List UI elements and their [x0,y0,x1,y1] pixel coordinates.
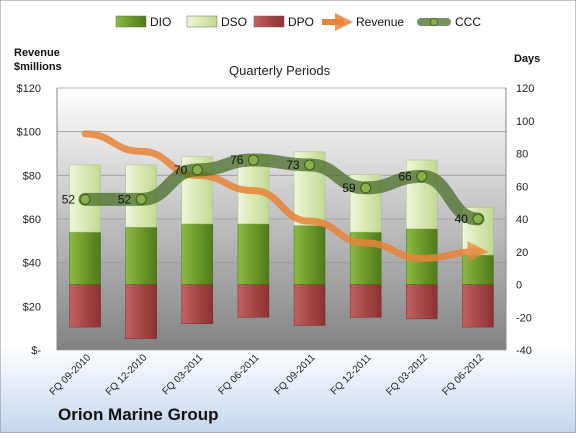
dpo-bar [293,284,326,326]
right-tick-label: 120 [516,83,534,95]
right-tick-label: -20 [516,312,532,324]
dpo-bar [406,284,438,320]
ccc-data-label: 70 [174,163,188,177]
left-tick-label: $60 [23,214,41,226]
legend-label-revenue: Revenue [356,15,404,29]
legend-label-ccc: CCC [455,15,481,29]
left-tick-label: $120 [17,83,41,95]
dio-bar [125,226,157,285]
ccc-data-label: 73 [286,158,300,172]
ccc-point [135,193,147,205]
revenue-line [81,130,489,263]
left-tick-label: $20 [23,301,41,313]
legend-swatch-dso [186,15,218,28]
ccc-point [472,213,484,225]
legend: DIO DSO DPO Revenue CCC [115,13,481,31]
left-tick-label: $80 [23,170,41,182]
ccc-point [360,182,372,194]
right-tick-label: -40 [516,345,532,357]
ccc-point [304,159,316,171]
dio-bar [69,231,101,285]
legend-marker-ccc [430,18,438,26]
left-axis-label-line1: Revenue [14,47,60,59]
dpo-bar [181,284,214,325]
dpo-bar [462,284,494,328]
ccc-data-label: 52 [62,192,76,206]
ccc-series: 52 52 70 76 73 59 66 40 [62,153,485,226]
legend-label-dio: DIO [150,15,171,29]
legend-label-dpo: DPO [288,15,314,29]
dio-bar [293,225,326,285]
revenue-series [81,130,489,263]
chart-title: Quarterly Periods [229,63,331,78]
ccc-data-label: 66 [398,169,412,183]
left-tick-label: $- [31,345,41,357]
ccc-point [79,193,91,205]
dpo-bar [237,284,270,318]
ccc-point [247,154,259,166]
legend-swatch-dio [115,15,147,28]
dpo-bar [125,284,157,339]
left-tick-label: $100 [17,127,41,139]
dpo-bar [349,284,382,318]
right-tick-label: 0 [516,280,522,292]
right-tick-label: 40 [516,214,528,226]
ccc-point [191,164,203,176]
right-tick-label: 20 [516,247,528,259]
dio-bar [462,254,494,285]
right-tick-label: 80 [516,149,528,161]
right-tick-label: 60 [516,181,528,193]
ccc-data-label: 40 [455,212,469,226]
dio-bar [237,223,270,285]
left-axis-label-line2: $millions [14,61,62,73]
ccc-data-label: 76 [230,153,244,167]
legend-label-dso: DSO [221,15,247,29]
dio-bar [181,223,214,285]
dpo-bar [69,284,101,328]
legend-swatch-dpo [253,15,285,28]
ccc-data-label: 59 [342,181,356,195]
company-name: Orion Marine Group [58,405,219,424]
ccc-data-label: 52 [118,192,132,206]
right-tick-label: 100 [516,116,534,128]
right-axis-label: Days [514,53,540,65]
ccc-point [416,170,428,182]
left-tick-label: $40 [23,258,41,270]
